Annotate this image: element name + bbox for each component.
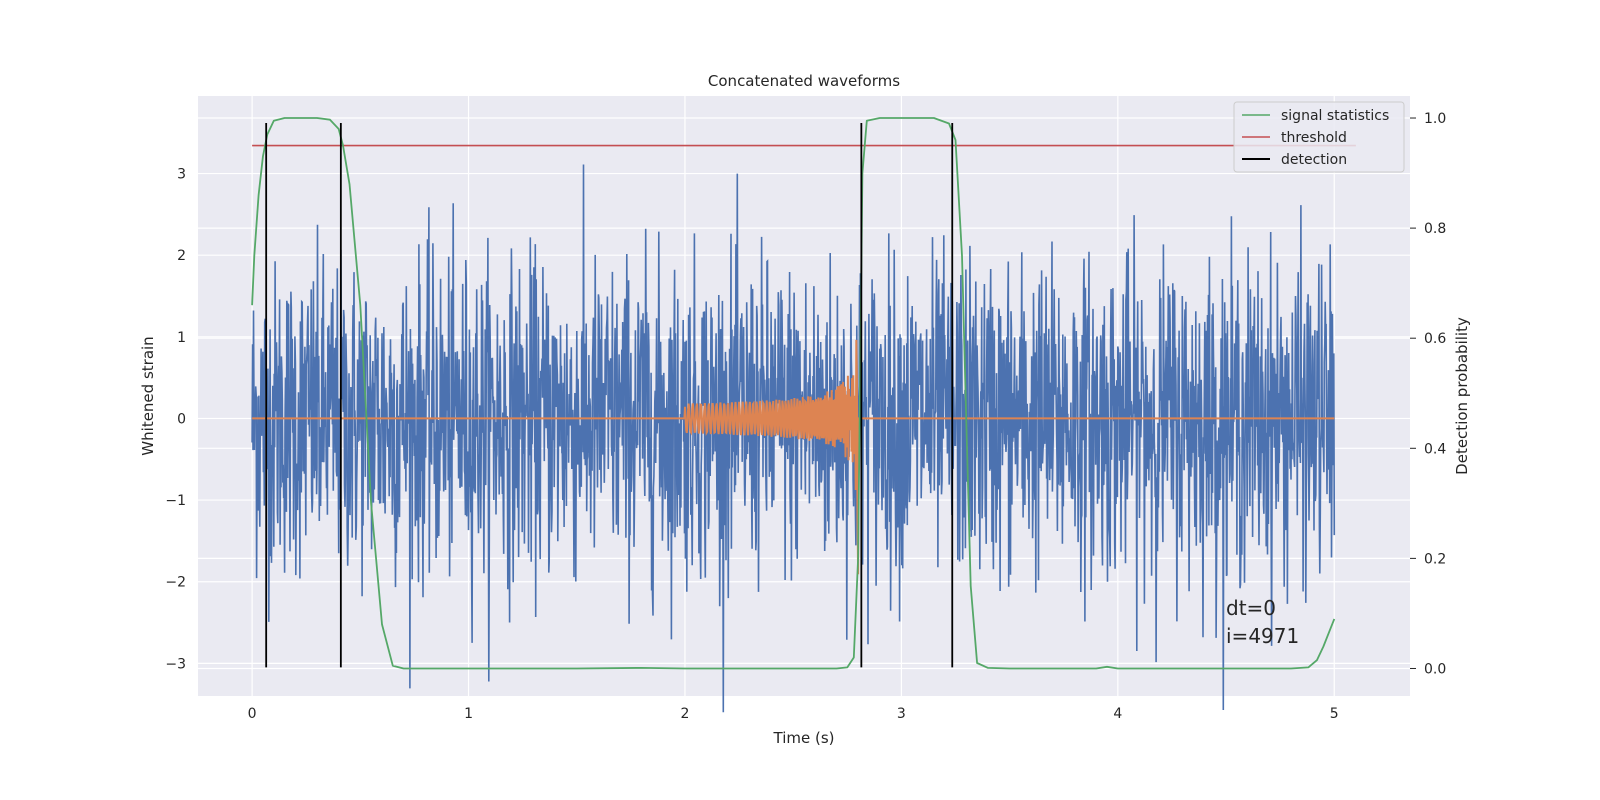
y-tick-label: −3: [165, 656, 186, 672]
x-axis-ticks: 0 1 2 3 4 5: [248, 706, 1339, 722]
x-tick-label: 0: [248, 706, 257, 722]
y2-tick-label: 0.2: [1424, 551, 1446, 567]
y-axis-ticks: 3 2 1 0 −1 −2 −3: [165, 167, 186, 673]
y-tick-label: 0: [177, 411, 186, 427]
legend-box: [1233, 101, 1405, 173]
y2-tick-label: 0.8: [1424, 221, 1446, 237]
x-tick-label: 4: [1113, 706, 1122, 722]
x-axis-label: Time (s): [773, 729, 835, 747]
y2-tick-label: 0.4: [1424, 441, 1446, 457]
legend: signal statistics threshold detection: [1233, 101, 1405, 173]
legend-label-detection: detection: [1281, 152, 1347, 168]
x-tick-label: 1: [464, 706, 473, 722]
y2-axis-label: Detection probability: [1453, 317, 1471, 475]
y-tick-label: −2: [165, 575, 186, 591]
y2-tick-label: 0.6: [1424, 331, 1446, 347]
y2-tick-label: 0.0: [1424, 661, 1446, 677]
y-tick-label: 1: [177, 330, 186, 346]
y-axis-label: Whitened strain: [139, 336, 157, 455]
legend-label-signal-statistics: signal statistics: [1281, 108, 1389, 124]
x-tick-label: 2: [681, 706, 690, 722]
legend-label-threshold: threshold: [1281, 130, 1347, 146]
x-tick-label: 3: [897, 706, 906, 722]
y-tick-label: 3: [177, 167, 186, 183]
annotation-dt: dt=0: [1226, 596, 1276, 620]
strain-noise-line: [251, 164, 1336, 713]
y2-tick-label: 1.0: [1424, 111, 1446, 127]
annotation-index: i=4971: [1226, 624, 1299, 648]
chart-title: Concatenated waveforms: [708, 72, 900, 90]
y-tick-label: 2: [177, 248, 186, 264]
chirp-waveform-line: [252, 339, 1335, 575]
x-tick-label: 5: [1330, 706, 1339, 722]
plot-series: [251, 117, 1356, 713]
y2-axis-ticks: 1.0 0.8 0.6 0.4 0.2 0.0: [1410, 111, 1446, 677]
signal-statistics-line: [251, 117, 1336, 670]
y-tick-label: −1: [165, 493, 186, 509]
